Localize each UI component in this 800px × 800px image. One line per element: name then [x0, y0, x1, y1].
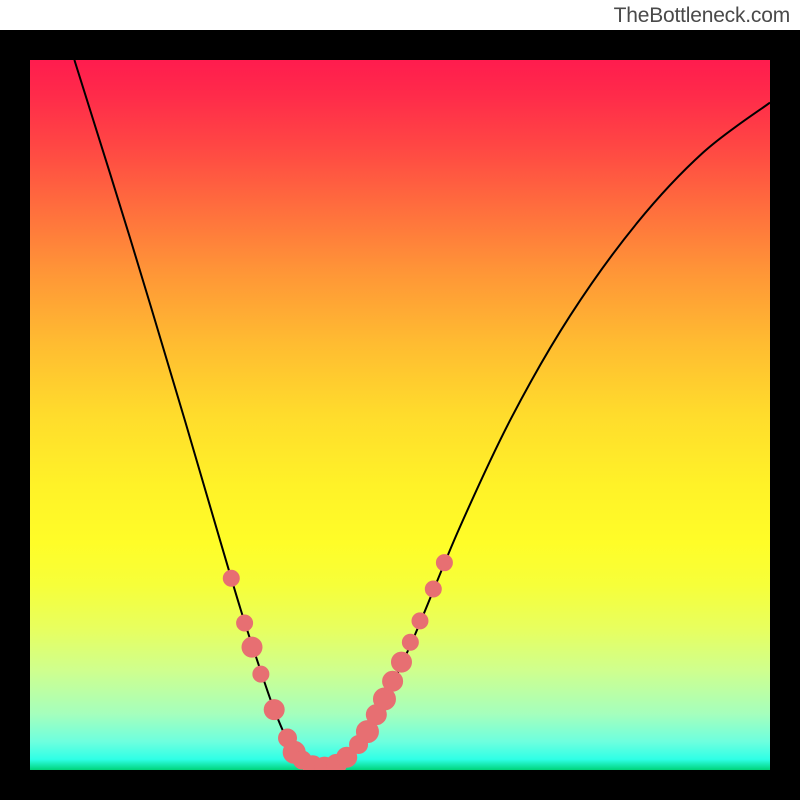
- marker-point: [237, 615, 253, 631]
- chart-svg: [30, 60, 770, 770]
- marker-point: [223, 570, 239, 586]
- marker-point: [264, 700, 284, 720]
- plot-area: [30, 60, 770, 770]
- marker-point: [402, 634, 418, 650]
- watermark-text: TheBottleneck.com: [614, 4, 790, 28]
- marker-point: [253, 666, 269, 682]
- marker-point: [242, 637, 262, 657]
- marker-point: [412, 613, 428, 629]
- marker-point: [436, 555, 452, 571]
- marker-point: [391, 652, 411, 672]
- marker-point: [383, 671, 403, 691]
- marker-point: [425, 581, 441, 597]
